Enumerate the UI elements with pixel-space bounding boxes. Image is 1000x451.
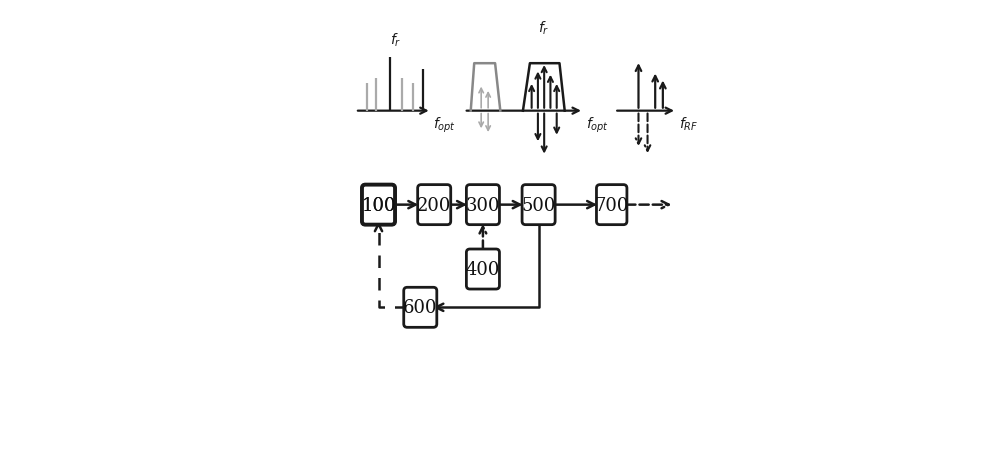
Text: 700: 700 [595,196,629,214]
Text: 300: 300 [466,196,500,214]
FancyBboxPatch shape [466,185,499,225]
Text: 600: 600 [403,299,438,317]
Text: 200: 200 [417,196,451,214]
Text: $f_r$: $f_r$ [390,31,402,49]
Text: $f_{opt}$: $f_{opt}$ [586,115,609,135]
Text: 500: 500 [521,196,556,214]
FancyBboxPatch shape [466,249,499,290]
FancyBboxPatch shape [596,185,627,225]
Text: 100: 100 [361,196,396,214]
FancyBboxPatch shape [404,288,437,327]
Text: $f_r$: $f_r$ [538,19,550,37]
FancyBboxPatch shape [522,185,555,225]
Text: $f_{opt}$: $f_{opt}$ [433,115,456,135]
FancyBboxPatch shape [362,185,395,225]
FancyBboxPatch shape [362,185,395,225]
Text: 100: 100 [361,196,396,214]
Text: 400: 400 [466,260,500,278]
FancyBboxPatch shape [418,185,451,225]
Text: $f_{RF}$: $f_{RF}$ [679,115,698,133]
